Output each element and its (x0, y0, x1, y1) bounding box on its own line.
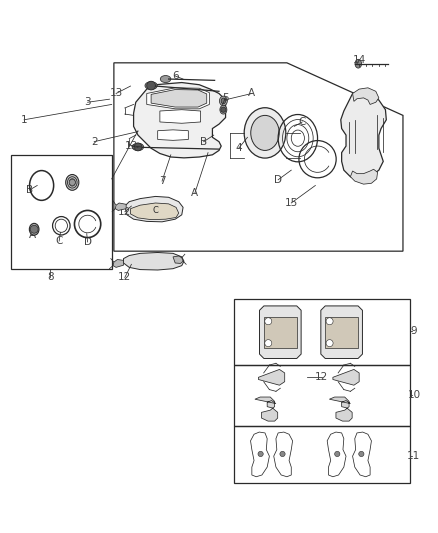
Text: D: D (84, 237, 92, 247)
Text: 2: 2 (91, 136, 98, 147)
Ellipse shape (132, 143, 144, 151)
Polygon shape (350, 169, 378, 184)
Circle shape (147, 81, 155, 90)
Polygon shape (147, 88, 209, 109)
Circle shape (265, 318, 272, 325)
Circle shape (258, 451, 263, 457)
Text: 8: 8 (47, 272, 54, 281)
Text: D: D (274, 175, 282, 185)
Polygon shape (131, 203, 179, 220)
Text: B: B (26, 185, 33, 195)
Text: 13: 13 (125, 141, 138, 151)
Text: 4: 4 (235, 143, 242, 154)
Text: 10: 10 (407, 390, 420, 400)
Text: 12: 12 (118, 207, 131, 217)
Text: C: C (299, 117, 306, 127)
Polygon shape (353, 88, 379, 104)
Text: A: A (191, 188, 198, 198)
Text: 5: 5 (222, 93, 229, 103)
Polygon shape (258, 369, 285, 385)
Polygon shape (115, 203, 126, 211)
Ellipse shape (219, 96, 227, 106)
Circle shape (326, 318, 333, 325)
Polygon shape (134, 83, 226, 158)
Polygon shape (255, 397, 278, 421)
Text: C: C (152, 206, 159, 215)
Polygon shape (329, 397, 352, 421)
Text: 7: 7 (159, 176, 166, 186)
Ellipse shape (160, 76, 171, 83)
Circle shape (134, 143, 142, 151)
Circle shape (221, 107, 226, 112)
Circle shape (30, 225, 38, 233)
Text: A: A (248, 88, 255, 99)
Text: B: B (200, 136, 207, 147)
Ellipse shape (220, 106, 227, 114)
Text: 6: 6 (172, 71, 179, 81)
Polygon shape (151, 90, 207, 107)
Polygon shape (264, 317, 297, 348)
Polygon shape (113, 260, 124, 268)
Ellipse shape (145, 82, 157, 90)
Polygon shape (333, 369, 359, 385)
Polygon shape (325, 317, 358, 348)
Polygon shape (173, 256, 183, 263)
Polygon shape (341, 93, 386, 179)
Text: 9: 9 (410, 326, 417, 336)
Polygon shape (259, 306, 301, 359)
Text: 11: 11 (407, 451, 420, 461)
Ellipse shape (29, 223, 39, 235)
Text: 14: 14 (353, 55, 366, 65)
Ellipse shape (355, 59, 362, 68)
Polygon shape (124, 253, 184, 270)
Text: 1: 1 (21, 115, 28, 125)
Circle shape (326, 340, 333, 346)
Text: C: C (56, 236, 63, 246)
Circle shape (265, 340, 272, 346)
Polygon shape (158, 130, 188, 140)
Text: 12: 12 (315, 372, 328, 382)
Circle shape (335, 451, 340, 457)
Circle shape (280, 451, 285, 457)
Circle shape (69, 179, 75, 185)
Ellipse shape (251, 115, 279, 150)
Text: 13: 13 (110, 88, 123, 99)
Ellipse shape (69, 179, 75, 186)
Ellipse shape (221, 98, 226, 104)
Text: 15: 15 (285, 198, 298, 208)
Ellipse shape (66, 174, 79, 190)
Ellipse shape (67, 177, 77, 188)
Ellipse shape (244, 108, 286, 158)
Polygon shape (321, 306, 362, 359)
Circle shape (359, 451, 364, 457)
Text: 12: 12 (118, 272, 131, 282)
Polygon shape (125, 197, 183, 222)
Polygon shape (160, 110, 201, 123)
Text: 3: 3 (84, 97, 91, 107)
Text: A: A (29, 230, 36, 240)
